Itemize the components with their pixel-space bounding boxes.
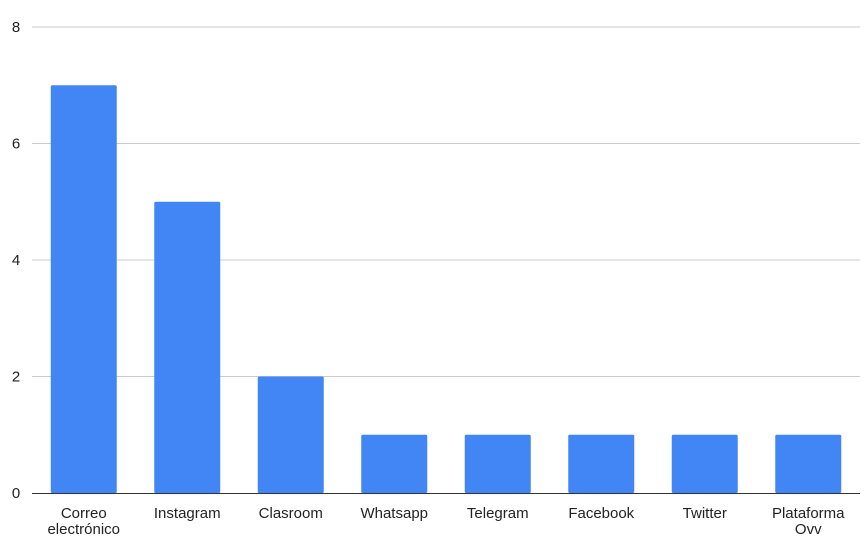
x-category-label-line: Clasroom — [259, 505, 323, 522]
bars — [50, 85, 842, 493]
x-category-label-line: electrónico — [47, 521, 120, 538]
x-category-label: Clasroom — [259, 505, 323, 522]
x-category-label-line: Plataforma — [772, 505, 845, 522]
bar — [464, 434, 531, 493]
bar — [50, 85, 117, 493]
x-category-label: Plataforma Ovv — [772, 505, 845, 538]
y-tick-label: 2 — [12, 369, 20, 386]
x-axis-category-labels: Correo electrónico Instagram Clasroom Whatsa… — [47, 505, 845, 538]
y-tick-label: 4 — [12, 252, 20, 269]
x-category-label-line: Twitter — [683, 505, 727, 522]
x-category-label-line: Instagram — [154, 505, 221, 522]
x-category-label: Telegram — [467, 505, 529, 522]
bar — [361, 434, 428, 493]
x-category-label: Correo electrónico — [47, 505, 120, 538]
x-category-label: Facebook — [568, 505, 634, 522]
y-tick-label: 0 — [12, 485, 20, 502]
bar — [671, 434, 738, 493]
bar — [154, 201, 221, 493]
x-category-label: Twitter — [683, 505, 727, 522]
x-category-label-line: Facebook — [568, 505, 634, 522]
x-category-label: Instagram — [154, 505, 221, 522]
bar — [568, 434, 635, 493]
x-category-label: Whatsapp — [360, 505, 428, 522]
y-tick-label: 8 — [12, 19, 20, 36]
x-category-label-line: Telegram — [467, 505, 529, 522]
bar — [257, 376, 324, 493]
x-category-label-line: Whatsapp — [360, 505, 428, 522]
bar — [775, 434, 842, 493]
y-axis-tick-labels: 0 2 4 6 8 — [12, 19, 20, 502]
x-category-label-line: Correo — [61, 505, 107, 522]
y-tick-label: 6 — [12, 136, 20, 153]
x-category-label-line: Ovv — [795, 521, 822, 538]
